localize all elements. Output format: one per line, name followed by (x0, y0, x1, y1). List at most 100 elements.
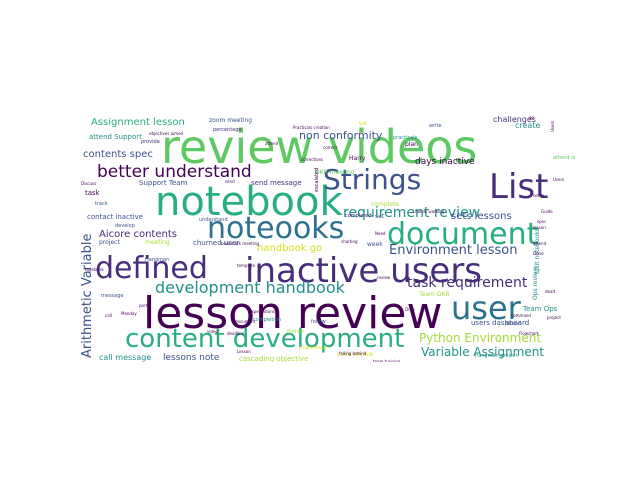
cloud-word: Drop (405, 307, 415, 312)
cloud-word: Hangman (145, 257, 170, 263)
cloud-word: Assignment lesson (91, 117, 185, 128)
cloud-word: Harry (349, 155, 366, 162)
cloud-word: zoom meeting (209, 117, 253, 124)
cloud-word: lessons note (163, 353, 220, 363)
cloud-word: Practicals creation (293, 125, 330, 130)
cloud-word: Need (375, 231, 386, 236)
cloud-word: yet (359, 121, 367, 127)
cloud-word: escalated (314, 167, 320, 192)
cloud-word: task (85, 189, 100, 197)
cloud-word: sets lessons (451, 211, 512, 222)
cloud-word: challenges (493, 115, 536, 124)
cloud-word: set (375, 213, 385, 220)
cloud-word: Environment lesson (389, 243, 518, 258)
cloud-word: List (489, 167, 549, 207)
cloud-word: message (101, 293, 124, 299)
cloud-word: team training (373, 359, 401, 363)
cloud-word: attend (505, 321, 522, 327)
cloud-word: Python (287, 329, 305, 335)
cloud-word: expectations (249, 309, 275, 314)
cloud-word: bookmark meeting (221, 241, 259, 246)
cloud-word: inactive users (245, 251, 483, 291)
cloud-word: defined (95, 251, 208, 286)
cloud-word: Variable Assignment (421, 345, 545, 359)
cloud-word: Guide (541, 209, 553, 214)
cloud-word: noteooks (207, 211, 345, 246)
cloud-word: understand (199, 217, 228, 223)
cloud-word: go (529, 115, 534, 120)
cloud-word: content development (125, 324, 405, 354)
cloud-word: better understand (97, 162, 252, 182)
cloud-word: project (99, 239, 120, 246)
cloud-word: programming (299, 345, 327, 350)
cloud-word: code review (337, 351, 374, 358)
cloud-word: deadline (227, 331, 245, 336)
cloud-word: charting (341, 239, 358, 244)
cloud-word: Python Environment (419, 331, 542, 345)
cloud-word: attend (265, 141, 279, 146)
cloud-word: dealt (545, 289, 556, 294)
cloud-word: document (387, 217, 539, 252)
cloud-word: Strings (323, 163, 422, 196)
cloud-word: provide (141, 139, 160, 145)
cloud-word: lesson review (143, 288, 443, 339)
cloud-word: spec (537, 219, 547, 224)
cloud-word: develop (115, 223, 135, 229)
cloud-word: completed (345, 213, 372, 219)
cloud-word: send (225, 179, 235, 184)
cloud-word: template (237, 263, 256, 268)
word-cloud: review videos notebook lesson review inacti… (75, 106, 575, 362)
cloud-word: meeting (145, 239, 170, 246)
cloud-word: attend once (553, 155, 575, 161)
cloud-word: command (511, 313, 531, 318)
cloud-word: Flowchart (519, 331, 539, 336)
cloud-word: churned user (193, 239, 240, 247)
cloud-word: cascading objective (239, 355, 309, 363)
cloud-word: notebook (85, 267, 104, 272)
cloud-word: development handbook (155, 278, 345, 297)
cloud-word: Team Ops (523, 305, 558, 313)
cloud-word: percentage (213, 127, 242, 133)
cloud-word: correct (323, 145, 338, 150)
cloud-word: contents spec (83, 149, 153, 160)
cloud-word: Users (550, 120, 555, 132)
cloud-word: Users (553, 177, 565, 182)
cloud-word: user (451, 289, 521, 327)
cloud-word: track (95, 201, 108, 207)
cloud-word: Discuss (81, 181, 97, 186)
cloud-word: attend Support (89, 133, 142, 141)
cloud-word: Done (533, 251, 544, 256)
cloud-word: review (377, 275, 391, 280)
cloud-word: Aicore contents (99, 229, 177, 240)
cloud-word: document (235, 319, 256, 324)
cloud-word: Team OKR (419, 291, 450, 298)
cloud-word: OKR meeting (315, 169, 355, 176)
cloud-word: call (105, 313, 112, 318)
cloud-word: hangman project (475, 353, 518, 359)
cloud-word: lesson (533, 225, 546, 230)
cloud-word: follow (311, 319, 326, 325)
cloud-word: plan (405, 141, 418, 148)
cloud-word: falling behind (339, 351, 367, 356)
cloud-word: send message (251, 179, 302, 187)
cloud-word: portal (139, 303, 151, 308)
cloud-word: video (207, 329, 218, 334)
cloud-word: week (367, 241, 383, 248)
cloud-word: review videos (161, 120, 478, 174)
cloud-word: Support Team (139, 179, 188, 187)
cloud-word: Lesson (237, 349, 251, 354)
cloud-word: users dashboard (471, 319, 530, 327)
cloud-word: hands working (415, 209, 445, 214)
cloud-word: Arithmetic Variable (80, 233, 95, 358)
cloud-word: call message (99, 353, 152, 362)
cloud-word: attend (533, 241, 547, 246)
cloud-word: contact inactive (87, 213, 144, 221)
cloud-word: corrections (301, 157, 324, 162)
cloud-word: Monday (121, 311, 137, 316)
cloud-word: requirement review (343, 205, 481, 221)
cloud-word: practicals (393, 135, 418, 141)
cloud-word: setup (533, 193, 545, 198)
cloud-word: objectives aimed (149, 131, 184, 136)
cloud-word: handbook go (257, 243, 323, 254)
cloud-word: project (547, 315, 561, 320)
